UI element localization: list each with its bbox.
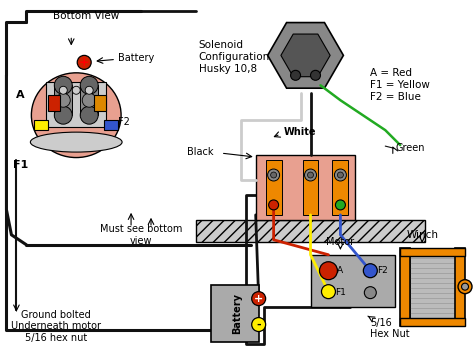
Bar xyxy=(310,255,395,307)
Circle shape xyxy=(364,264,377,278)
Polygon shape xyxy=(281,34,330,77)
Text: A: A xyxy=(17,90,25,100)
Text: Battery: Battery xyxy=(232,293,242,334)
Text: Black: Black xyxy=(187,147,214,157)
Text: Winch: Winch xyxy=(406,230,438,240)
Bar xyxy=(255,155,356,220)
Text: -: - xyxy=(256,320,261,329)
Text: +: + xyxy=(79,56,90,69)
Text: F2: F2 xyxy=(377,266,388,275)
Bar xyxy=(410,256,455,318)
Bar xyxy=(48,95,60,111)
Text: +: + xyxy=(254,294,263,304)
Circle shape xyxy=(252,318,265,332)
Bar xyxy=(400,318,465,326)
Circle shape xyxy=(85,86,93,94)
Circle shape xyxy=(59,86,67,94)
Bar xyxy=(104,120,118,130)
Text: Solenoid
Configuration
Husky 10,8: Solenoid Configuration Husky 10,8 xyxy=(199,40,270,73)
Circle shape xyxy=(310,70,320,80)
Circle shape xyxy=(82,93,96,107)
Circle shape xyxy=(335,169,346,181)
Text: White: White xyxy=(283,127,316,137)
Circle shape xyxy=(337,172,343,178)
Circle shape xyxy=(80,76,98,94)
Polygon shape xyxy=(268,23,343,88)
Circle shape xyxy=(271,172,277,178)
Circle shape xyxy=(308,172,313,178)
Circle shape xyxy=(319,262,337,280)
Text: Motor: Motor xyxy=(327,237,355,247)
Text: Battery: Battery xyxy=(118,53,155,64)
Text: A: A xyxy=(337,266,344,275)
Text: F1: F1 xyxy=(335,288,346,297)
Bar xyxy=(34,120,48,130)
Ellipse shape xyxy=(30,132,122,152)
Bar xyxy=(400,248,410,326)
Circle shape xyxy=(55,106,72,124)
Circle shape xyxy=(80,106,98,124)
Ellipse shape xyxy=(31,73,121,158)
Circle shape xyxy=(77,55,91,69)
Text: Must see bottom
view: Must see bottom view xyxy=(100,224,182,246)
Text: 5/16
Hex Nut: 5/16 Hex Nut xyxy=(370,318,410,339)
Circle shape xyxy=(336,200,346,210)
Circle shape xyxy=(321,285,336,299)
Text: F1: F1 xyxy=(13,160,29,170)
Text: Ground bolted
Underneath motor
5/16 hex nut: Ground bolted Underneath motor 5/16 hex … xyxy=(11,310,101,343)
Bar xyxy=(80,85,98,115)
Text: A = Red
F1 = Yellow
F2 = Blue: A = Red F1 = Yellow F2 = Blue xyxy=(370,69,430,102)
Bar xyxy=(455,248,465,326)
Circle shape xyxy=(291,70,301,80)
Bar xyxy=(94,95,106,111)
Circle shape xyxy=(269,200,279,210)
Text: F2: F2 xyxy=(118,117,130,127)
Circle shape xyxy=(268,169,280,181)
Bar xyxy=(196,220,425,242)
Bar xyxy=(46,82,106,127)
Circle shape xyxy=(462,283,468,290)
Circle shape xyxy=(458,280,472,294)
Circle shape xyxy=(252,292,265,306)
Circle shape xyxy=(56,93,70,107)
Circle shape xyxy=(365,286,376,299)
Circle shape xyxy=(304,169,317,181)
Text: Bottom View: Bottom View xyxy=(53,11,119,21)
Bar xyxy=(265,160,282,215)
Bar xyxy=(302,160,319,215)
Bar xyxy=(211,285,259,343)
Bar xyxy=(55,85,72,115)
Circle shape xyxy=(55,76,72,94)
Circle shape xyxy=(72,86,80,94)
Text: Green: Green xyxy=(395,143,425,153)
Bar xyxy=(400,248,465,256)
Bar xyxy=(332,160,348,215)
